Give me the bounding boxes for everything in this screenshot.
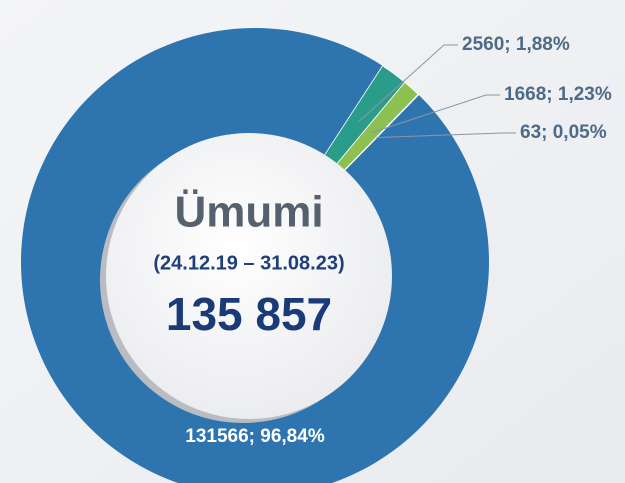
leader-line [357, 44, 458, 123]
center-title: Ümumi [174, 188, 323, 237]
center-total: 135 857 [166, 288, 332, 340]
data-label: 2560; 1,88% [462, 34, 570, 55]
leader-line [371, 94, 500, 134]
center-disc [106, 133, 392, 419]
leader-line [376, 132, 516, 139]
data-label: 1668; 1,23% [504, 84, 612, 105]
center-subtitle: (24.12.19 – 31.08.23) [153, 252, 344, 274]
data-label: 63; 0,05% [520, 122, 607, 143]
data-label: 131566; 96,84% [185, 426, 325, 447]
